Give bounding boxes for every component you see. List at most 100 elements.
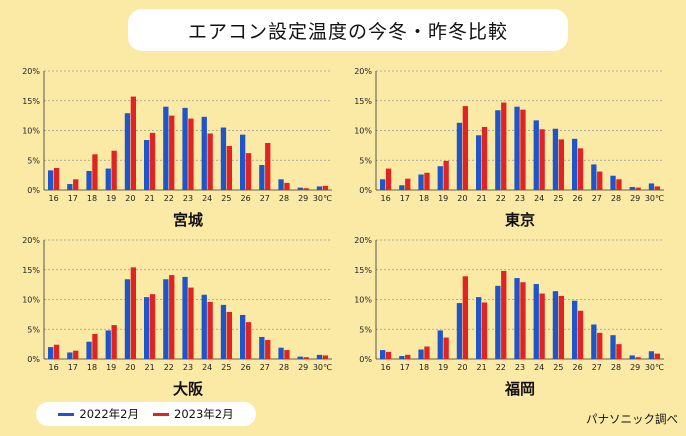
- x-tick-label: 17: [400, 194, 410, 203]
- x-tick-label: 30℃: [645, 363, 664, 372]
- bar-2023-29: [635, 357, 641, 359]
- bar-2023-22: [501, 102, 507, 190]
- bar-2022-18: [86, 170, 92, 190]
- bar-2023-17: [73, 179, 79, 190]
- x-tick-label: 18: [419, 194, 429, 203]
- bar-2022-29: [629, 187, 635, 190]
- bar-2023-21: [149, 132, 156, 190]
- x-tick-label: 21: [477, 194, 487, 203]
- bar-2023-20: [462, 106, 468, 190]
- bar-2023-16: [385, 351, 392, 359]
- bar-2022-28: [610, 175, 616, 190]
- bar-2022-28: [278, 347, 284, 359]
- x-tick-label: 27: [592, 363, 602, 372]
- legend-item-2022: 2022年2月: [58, 406, 139, 422]
- x-tick-label: 20: [457, 363, 467, 372]
- y-tick-label: 20%: [354, 236, 372, 245]
- x-tick-label: 29: [630, 194, 640, 203]
- bar-2023-29: [303, 357, 309, 359]
- x-tick-label: 21: [145, 363, 155, 372]
- panel-title: 東京: [505, 211, 535, 229]
- bar-2023-19: [111, 325, 117, 359]
- panel-title: 大阪: [173, 380, 204, 398]
- bar-2023-22: [169, 115, 175, 190]
- x-tick-label: 27: [260, 194, 270, 203]
- x-tick-label: 24: [534, 363, 544, 372]
- bar-2023-25: [558, 295, 564, 359]
- bar-2023-30℃: [322, 185, 328, 190]
- bar-2023-29: [635, 187, 641, 190]
- bar-2022-24: [201, 294, 207, 359]
- x-tick-label: 23: [183, 194, 193, 203]
- x-tick-label: 25: [553, 363, 563, 372]
- bar-2023-18: [92, 334, 98, 359]
- bar-2023-27: [597, 332, 603, 359]
- bar-2023-27: [265, 339, 271, 359]
- bar-2022-21: [144, 297, 150, 359]
- bar-2022-23: [182, 107, 188, 190]
- x-tick-label: 28: [611, 363, 621, 372]
- x-tick-label: 22: [164, 194, 174, 203]
- bar-2022-24: [533, 284, 539, 359]
- bar-2022-22: [495, 285, 501, 359]
- bar-2023-22: [501, 270, 507, 359]
- bar-2022-30℃: [648, 351, 655, 359]
- x-tick-label: 16: [49, 194, 59, 203]
- x-tick-label: 22: [496, 194, 506, 203]
- bar-2023-24: [207, 133, 213, 190]
- x-tick-label: 19: [438, 363, 448, 372]
- bar-2023-26: [577, 148, 584, 190]
- bar-2022-19: [105, 168, 111, 190]
- bar-2022-23: [514, 278, 520, 359]
- x-tick-label: 18: [87, 363, 97, 372]
- bar-2023-28: [284, 182, 290, 190]
- bar-2023-18: [424, 346, 430, 359]
- bar-2023-19: [111, 150, 117, 190]
- bar-2023-17: [73, 350, 79, 359]
- bar-2023-22: [169, 275, 175, 359]
- x-tick-label: 19: [438, 194, 448, 203]
- x-tick-label: 17: [68, 194, 78, 203]
- x-tick-label: 30℃: [313, 363, 332, 372]
- y-tick-label: 10%: [22, 127, 40, 136]
- x-tick-label: 30℃: [645, 194, 664, 203]
- x-tick-label: 24: [202, 363, 212, 372]
- bar-2023-18: [92, 154, 98, 190]
- bar-2022-30℃: [648, 183, 655, 190]
- bar-2022-16: [380, 350, 386, 359]
- page-title: エアコン設定温度の今冬・昨冬比較: [187, 20, 508, 43]
- bar-2023-16: [385, 168, 392, 190]
- bar-2023-17: [405, 354, 411, 359]
- bar-2023-24: [207, 301, 213, 359]
- bar-2023-20: [462, 276, 468, 359]
- y-tick-label: 15%: [354, 97, 372, 106]
- y-tick-label: 10%: [354, 127, 372, 136]
- y-tick-label: 20%: [22, 236, 40, 245]
- x-tick-label: 25: [221, 363, 231, 372]
- bar-2023-21: [149, 294, 156, 359]
- bar-2023-21: [481, 126, 488, 190]
- bar-2022-23: [182, 276, 188, 359]
- x-tick-label: 23: [515, 194, 525, 203]
- bar-2022-28: [278, 179, 284, 190]
- bar-2022-17: [67, 352, 73, 359]
- bar-2022-19: [105, 330, 111, 359]
- bar-2022-27: [259, 336, 265, 359]
- bar-2022-26: [572, 138, 578, 190]
- y-tick-label: 10%: [354, 296, 372, 305]
- x-tick-label: 29: [298, 194, 308, 203]
- bar-2022-19: [437, 166, 443, 190]
- x-tick-label: 30℃: [313, 194, 332, 203]
- bar-2022-20: [456, 303, 463, 359]
- bar-2022-29: [297, 187, 303, 190]
- x-tick-label: 16: [381, 363, 391, 372]
- y-tick-label: 20%: [22, 67, 40, 76]
- bar-2023-30℃: [654, 353, 660, 359]
- bar-2022-16: [48, 347, 54, 359]
- bar-2022-22: [163, 279, 169, 359]
- bar-2022-28: [610, 335, 616, 359]
- bar-2022-17: [67, 184, 73, 190]
- x-tick-label: 18: [87, 194, 97, 203]
- bar-2022-29: [629, 355, 635, 359]
